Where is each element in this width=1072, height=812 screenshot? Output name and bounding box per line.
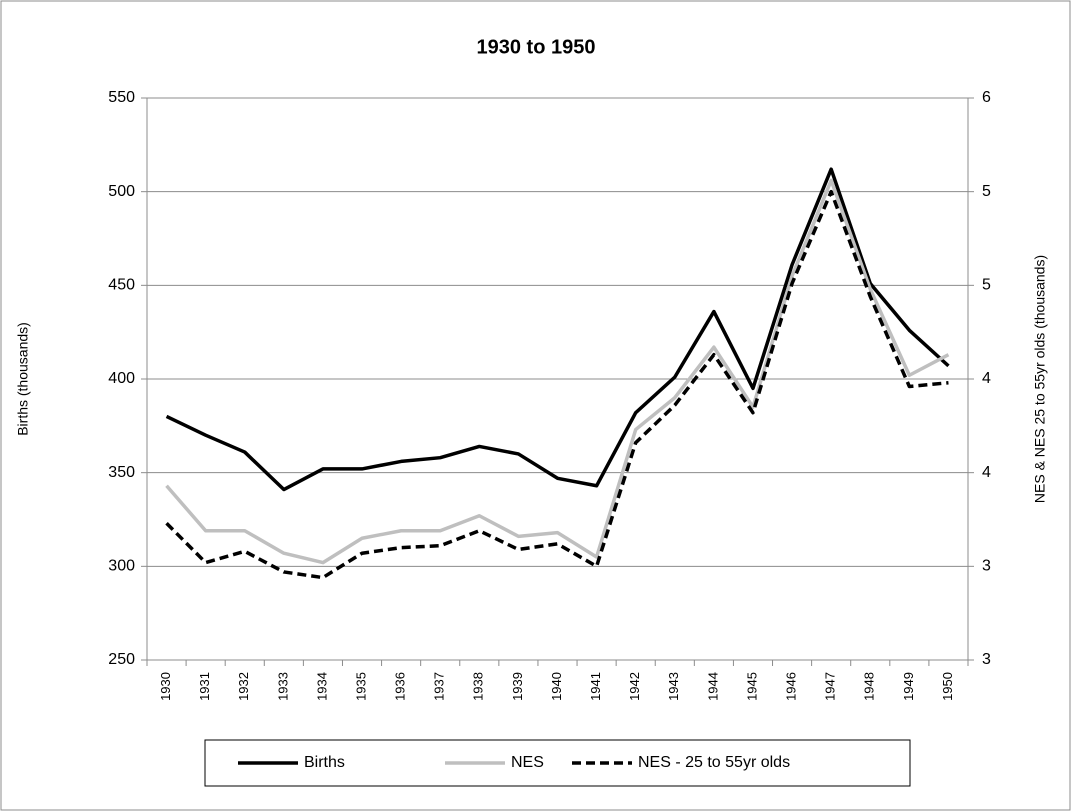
y-tick-label: 250 bbox=[108, 651, 135, 668]
x-tick-label: 1930 bbox=[158, 672, 173, 701]
legend-box bbox=[204, 739, 911, 787]
x-tick-label: 1941 bbox=[588, 672, 603, 701]
x-tick-label: 1932 bbox=[236, 672, 251, 701]
x-tick-label: 1946 bbox=[784, 672, 799, 701]
y2-tick-label: 3 bbox=[982, 558, 991, 575]
x-tick-label: 1933 bbox=[275, 672, 290, 701]
y-axis-label: Births (thousands) bbox=[15, 322, 31, 436]
x-tick-label: 1945 bbox=[744, 672, 759, 701]
series-line bbox=[165, 167, 950, 492]
series-line bbox=[165, 178, 950, 565]
y2-tick-label: 3 bbox=[982, 651, 991, 668]
y2-axis-label: NES & NES 25 to 55yr olds (thousands) bbox=[1032, 255, 1048, 503]
x-tick-label: 1938 bbox=[471, 672, 486, 701]
y-tick-label: 500 bbox=[108, 183, 135, 200]
x-tick-label: 1948 bbox=[862, 672, 877, 701]
x-tick-label: 1934 bbox=[314, 672, 329, 701]
y2-tick-label: 5 bbox=[982, 183, 991, 200]
y2-tick-label: 4 bbox=[982, 464, 991, 481]
x-tick-label: 1949 bbox=[901, 672, 916, 701]
x-tick-label: 1939 bbox=[510, 672, 525, 701]
x-tick-label: 1943 bbox=[666, 672, 681, 701]
x-tick-label: 1950 bbox=[940, 672, 955, 701]
x-tick-label: 1947 bbox=[823, 672, 838, 701]
y-tick-label: 400 bbox=[108, 370, 135, 387]
x-tick-label: 1931 bbox=[197, 672, 212, 701]
x-tick-label: 1936 bbox=[393, 672, 408, 701]
chart-title: 1930 to 1950 bbox=[477, 36, 596, 58]
x-tick-label: 1942 bbox=[627, 672, 642, 701]
x-tick-label: 1940 bbox=[549, 672, 564, 701]
y2-tick-label: 6 bbox=[982, 89, 991, 106]
x-tick-label: 1935 bbox=[353, 672, 368, 701]
y-tick-label: 300 bbox=[108, 558, 135, 575]
legend-label: Births bbox=[304, 754, 345, 771]
y2-tick-label: 5 bbox=[982, 277, 991, 294]
y2-tick-label: 4 bbox=[982, 370, 991, 387]
legend-label: NES bbox=[511, 754, 544, 771]
legend-label: NES - 25 to 55yr olds bbox=[638, 754, 790, 771]
y-tick-label: 450 bbox=[108, 277, 135, 294]
y-tick-label: 550 bbox=[108, 89, 135, 106]
x-tick-label: 1937 bbox=[432, 672, 447, 701]
x-tick-label: 1944 bbox=[705, 672, 720, 701]
y-tick-label: 350 bbox=[108, 464, 135, 481]
